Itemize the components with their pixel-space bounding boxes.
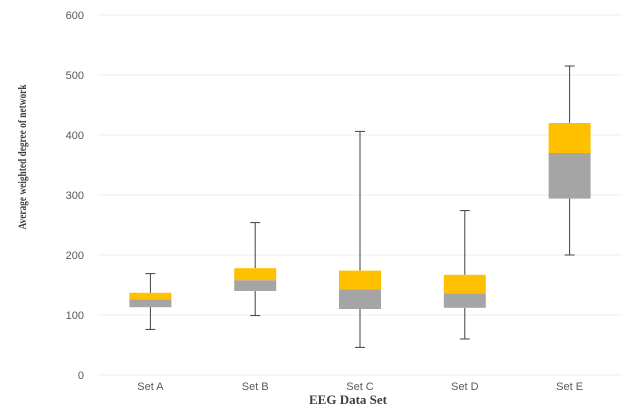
upper-box [548,123,591,153]
y-tick-label: 100 [66,310,84,322]
lower-box [339,289,381,309]
y-tick-label: 200 [66,250,84,262]
x-tick-label: Set E [556,381,583,393]
y-axis-ticks: 0 100 200 300 400 500 600 [66,10,84,382]
plot-area [129,65,591,348]
y-tick-label: 0 [78,370,84,382]
y-tick-label: 300 [66,190,84,202]
x-tick-label: Set D [451,381,479,393]
y-tick-label: 500 [66,70,84,82]
x-tick-label: Set B [242,381,269,393]
y-tick-label: 400 [66,130,84,142]
upper-box [234,268,277,281]
upper-box [339,270,381,290]
x-tick-label: Set C [346,381,374,393]
y-axis-title: Average weighted degree of network [16,84,29,229]
y-tick-label: 600 [66,10,84,22]
x-tick-label: Set A [137,381,164,393]
x-axis-ticks: Set A Set B Set C Set D Set E [137,381,583,393]
lower-box [548,153,591,199]
upper-box [443,274,486,294]
lower-box [443,293,486,308]
x-axis-title: EEG Data Set [309,392,388,407]
upper-box [129,292,172,300]
lower-box [129,299,172,308]
lower-box [234,280,277,291]
